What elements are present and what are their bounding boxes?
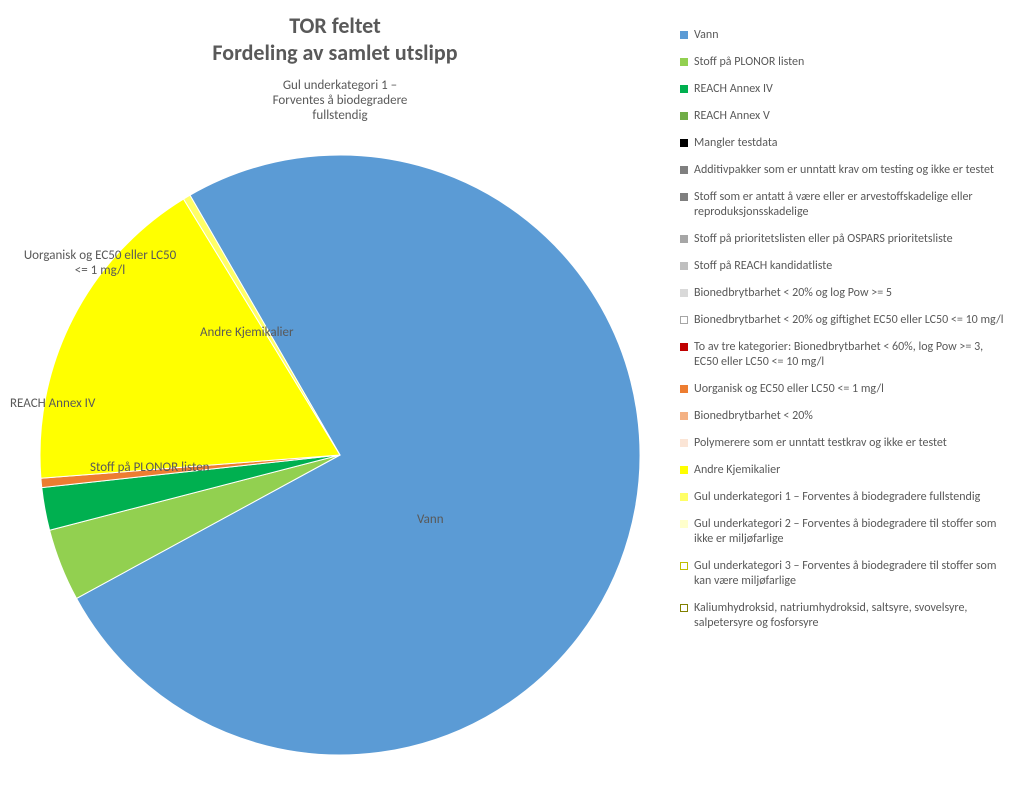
legend-label: REACH Annex V [694, 109, 1010, 124]
legend-item: Gul underkategori 3 – Forventes å biodeg… [680, 559, 1010, 589]
legend-item: Bionedbrytbarhet < 20% [680, 409, 1010, 424]
legend-item: Stoff på prioritetslisten eller på OSPAR… [680, 232, 1010, 247]
legend-item: Bionedbrytbarhet < 20% og giftighet EC50… [680, 313, 1010, 328]
callout-line: <= 1 mg/l [0, 263, 200, 278]
legend-swatch [680, 166, 688, 174]
callout-line: Gul underkategori 1 – [240, 78, 440, 93]
legend-label: Additivpakker som er unntatt krav om tes… [694, 163, 1010, 178]
legend-swatch [680, 289, 688, 297]
legend-label: REACH Annex IV [694, 82, 1010, 97]
legend-item: Stoff på REACH kandidatliste [680, 259, 1010, 274]
pie-chart [40, 155, 640, 755]
legend-item: To av tre kategorier: Bionedbrytbarhet <… [680, 340, 1010, 370]
legend-swatch [680, 85, 688, 93]
chart-container: TOR feltet Fordeling av samlet utslipp G… [0, 0, 1024, 801]
legend-item: REACH Annex V [680, 109, 1010, 124]
legend-label: Bionedbrytbarhet < 20% og giftighet EC50… [694, 313, 1010, 328]
legend-item: Gul underkategori 1 – Forventes å biodeg… [680, 490, 1010, 505]
legend-label: Uorganisk og EC50 eller LC50 <= 1 mg/l [694, 382, 1010, 397]
callout-line: Uorganisk og EC50 eller LC50 [0, 248, 200, 263]
callout-plonor_cap: Stoff på PLONOR listen [90, 460, 270, 475]
legend-label: Bionedbrytbarhet < 20% og log Pow >= 5 [694, 286, 1010, 301]
callout-gul1_cap: Gul underkategori 1 –Forventes å biodegr… [240, 78, 440, 123]
legend-swatch [680, 493, 688, 501]
legend-item: Vann [680, 28, 1010, 43]
legend-swatch [680, 604, 688, 612]
legend-item: Stoff som er antatt å være eller er arve… [680, 190, 1010, 220]
legend-label: Stoff på prioritetslisten eller på OSPAR… [694, 232, 1010, 247]
callout-reach_cap: REACH Annex IV [10, 396, 170, 411]
legend-label: Polymerere som er unntatt testkrav og ik… [694, 436, 1010, 451]
callout-line: REACH Annex IV [10, 396, 170, 411]
title-line1: TOR feltet [0, 12, 670, 39]
legend-label: Stoff på PLONOR listen [694, 55, 1010, 70]
callout-line: Stoff på PLONOR listen [90, 460, 270, 475]
legend-item: Kaliumhydroksid, natriumhydroksid, salts… [680, 601, 1010, 631]
legend-swatch [680, 58, 688, 66]
legend: Vann Stoff på PLONOR listen REACH Annex IV… [680, 28, 1010, 643]
legend-item: REACH Annex IV [680, 82, 1010, 97]
legend-swatch [680, 112, 688, 120]
legend-swatch [680, 139, 688, 147]
legend-item: Uorganisk og EC50 eller LC50 <= 1 mg/l [680, 382, 1010, 397]
legend-label: Kaliumhydroksid, natriumhydroksid, salts… [694, 601, 1010, 631]
title-line2: Fordeling av samlet utslipp [0, 39, 670, 66]
legend-item: Gul underkategori 2 – Forventes å biodeg… [680, 517, 1010, 547]
callout-andre_cap: Andre Kjemikalier [200, 325, 360, 340]
legend-swatch [680, 316, 688, 324]
legend-swatch [680, 562, 688, 570]
legend-item: Andre Kjemikalier [680, 463, 1010, 478]
legend-swatch [680, 520, 688, 528]
legend-swatch [680, 412, 688, 420]
legend-swatch [680, 466, 688, 474]
callout-vann_cap: Vann [417, 512, 477, 527]
legend-swatch [680, 262, 688, 270]
legend-item: Additivpakker som er unntatt krav om tes… [680, 163, 1010, 178]
callout-line: Andre Kjemikalier [200, 325, 360, 340]
legend-label: Gul underkategori 2 – Forventes å biodeg… [694, 517, 1010, 547]
callout-line: Vann [417, 512, 477, 527]
legend-item: Mangler testdata [680, 136, 1010, 151]
legend-swatch [680, 235, 688, 243]
chart-title: TOR feltet Fordeling av samlet utslipp [0, 12, 670, 66]
callout-uorg_cap: Uorganisk og EC50 eller LC50<= 1 mg/l [0, 248, 200, 278]
legend-item: Polymerere som er unntatt testkrav og ik… [680, 436, 1010, 451]
legend-label: Mangler testdata [694, 136, 1010, 151]
legend-label: To av tre kategorier: Bionedbrytbarhet <… [694, 340, 1010, 370]
legend-item: Stoff på PLONOR listen [680, 55, 1010, 70]
legend-label: Vann [694, 28, 1010, 43]
legend-swatch [680, 343, 688, 351]
legend-item: Bionedbrytbarhet < 20% og log Pow >= 5 [680, 286, 1010, 301]
callout-line: fullstendig [240, 108, 440, 123]
legend-label: Andre Kjemikalier [694, 463, 1010, 478]
callout-line: Forventes å biodegradere [240, 93, 440, 108]
legend-label: Stoff på REACH kandidatliste [694, 259, 1010, 274]
legend-swatch [680, 31, 688, 39]
legend-swatch [680, 193, 688, 201]
legend-swatch [680, 385, 688, 393]
legend-label: Stoff som er antatt å være eller er arve… [694, 190, 1010, 220]
legend-label: Gul underkategori 1 – Forventes å biodeg… [694, 490, 1010, 505]
legend-label: Gul underkategori 3 – Forventes å biodeg… [694, 559, 1010, 589]
legend-swatch [680, 439, 688, 447]
legend-label: Bionedbrytbarhet < 20% [694, 409, 1010, 424]
